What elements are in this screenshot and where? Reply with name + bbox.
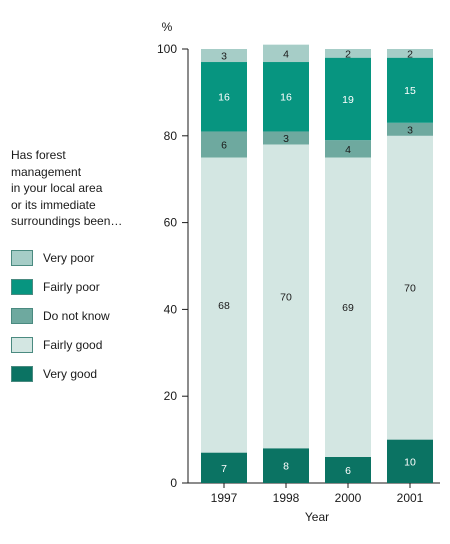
data-label: 3 [221,51,227,63]
y-tick-label: 100 [157,42,177,56]
bar-segment [201,157,247,453]
legend-label: Fairly good [43,337,103,352]
y-tick-label: 80 [164,129,178,143]
data-label: 6 [221,139,227,151]
bar-segment [263,144,309,449]
bar-segment [325,49,371,58]
legend-swatch [11,365,33,382]
bar-segment [201,131,247,158]
data-label: 8 [283,461,289,473]
legend-item: Very poor [11,243,110,272]
data-label: 69 [342,302,354,314]
x-tick-label: 2001 [397,491,424,505]
legend-item: Do not know [11,301,110,330]
legend-label: Fairly poor [43,279,100,294]
data-label: 6 [345,465,351,477]
x-axis-label: Year [305,510,329,524]
x-tick-label: 1998 [273,491,300,505]
data-label: 4 [283,48,289,60]
y-tick-label: 40 [164,302,178,316]
bar-segment [263,62,309,132]
bar-segment [387,122,433,136]
data-label: 70 [280,291,292,303]
bar-segment [201,452,247,483]
data-label: 68 [218,300,230,312]
data-label: 3 [283,133,289,145]
legend-swatch [11,249,33,266]
data-label: 3 [407,124,413,136]
bar-segment [387,439,433,483]
data-label: 2 [345,48,351,60]
legend-item: Fairly good [11,330,110,359]
data-label: 7 [221,463,227,475]
y-tick-label: 60 [164,216,178,230]
x-tick-label: 1997 [211,491,238,505]
bar-segment [325,140,371,158]
bar-segment [325,157,371,457]
data-label: 4 [345,144,351,156]
legend-label: Do not know [43,308,110,323]
data-label: 19 [342,94,354,106]
legend-label: Very poor [43,250,95,265]
data-label: 15 [404,85,416,97]
bar-segment [263,44,309,63]
y-axis-label: % [162,20,173,34]
legend: Very poor Fairly poor Do not know Fairly go… [11,243,110,388]
legend-label: Very good [43,366,98,381]
data-label: 10 [404,456,416,468]
bar-segment [325,57,371,141]
x-tick-label: 2000 [335,491,362,505]
y-tick-label: 0 [170,476,177,490]
bar-segment [263,131,309,145]
bar-segment [325,456,371,483]
legend-title: Has forest management in your local area… [11,148,123,228]
data-label: 70 [404,283,416,295]
bar-segment [263,448,309,483]
legend-item: Fairly poor [11,272,110,301]
bar-segment [201,62,247,132]
legend-item: Very good [11,359,110,388]
legend-swatch [11,336,33,353]
legend-swatch [11,278,33,295]
data-label: 16 [280,92,292,104]
bar-segment [387,135,433,440]
data-label: 16 [218,92,230,104]
bar-segment [387,57,433,123]
data-label: 2 [407,48,413,60]
y-tick-label: 20 [164,389,178,403]
bar-segment [387,49,433,58]
bar-segment [201,49,247,63]
legend-swatch [11,307,33,324]
